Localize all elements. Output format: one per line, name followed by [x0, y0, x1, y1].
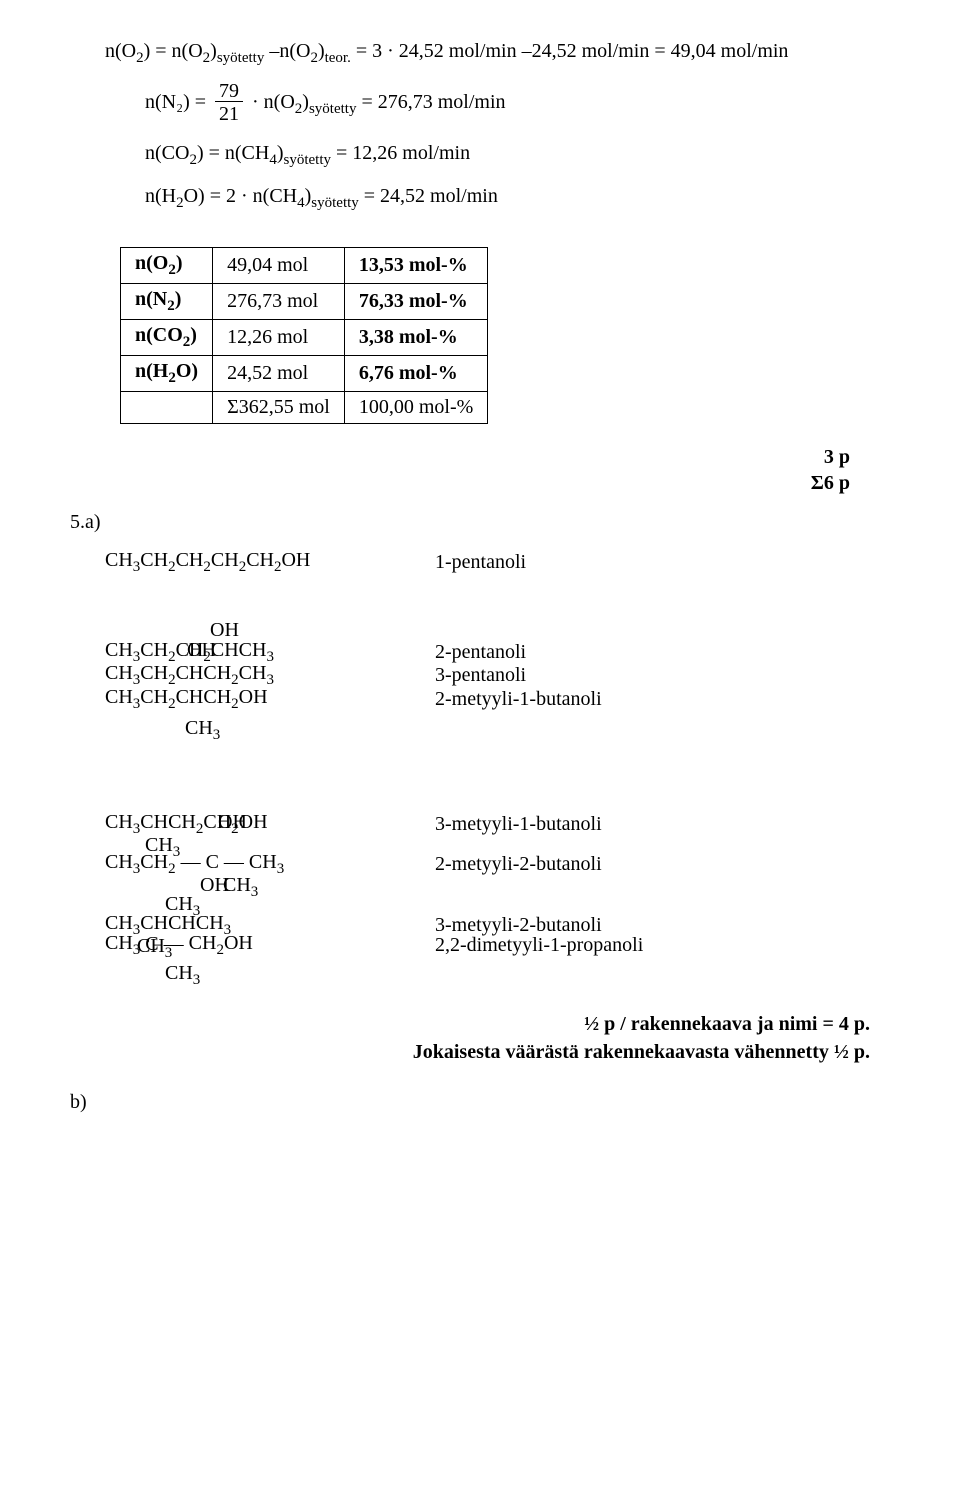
question-5a-label: 5.a) — [70, 511, 890, 534]
question-b-label: b) — [70, 1091, 890, 1114]
table-row: n(N2) 276,73 mol 76,33 mol-% — [121, 284, 488, 320]
grading-block: ½ p / rakennekaava ja nimi = 4 p. Jokais… — [70, 1010, 870, 1066]
chem-sub: CH3 — [105, 717, 890, 744]
chem-row: CH3 C — CH2OH CH3 2,2-dimetyyli-1-propan… — [105, 932, 890, 959]
eqn-line-4: n(H2O) = 2 · n(CH4)syötetty = 24,52 mol/… — [145, 185, 890, 212]
eqn-line-3: n(CO2) = n(CH4)syötetty = 12,26 mol/min — [145, 142, 890, 169]
table-row: n(H2O) 24,52 mol 6,76 mol-% — [121, 356, 488, 392]
chem-row: CH3CH2CH2CH2CH2OH 1-pentanoli — [105, 549, 890, 576]
table-row: Σ362,55 mol 100,00 mol-% — [121, 392, 488, 424]
chem-row: CH3CH2CHCH2OH 2-metyyli-1-butanoli — [105, 686, 890, 713]
oh-label: OH — [210, 621, 890, 639]
table-row: n(CO2) 12,26 mol 3,38 mol-% — [121, 320, 488, 356]
table-row: n(O2) 49,04 mol 13,53 mol-% — [121, 248, 488, 284]
eqn-line-1: n(O2) = n(O2)syötetty –n(O2)teor. = 3 · … — [105, 40, 890, 67]
chem-sub: CH3 — [105, 962, 890, 989]
score-block: 3 p Σ6 p — [70, 444, 850, 496]
eqn-line-2: n(N₂) = 79 21 · n(O2)syötetty = 276,73 m… — [145, 81, 890, 126]
mole-summary-table: n(O2) 49,04 mol 13,53 mol-% n(N2) 276,73… — [120, 247, 488, 424]
